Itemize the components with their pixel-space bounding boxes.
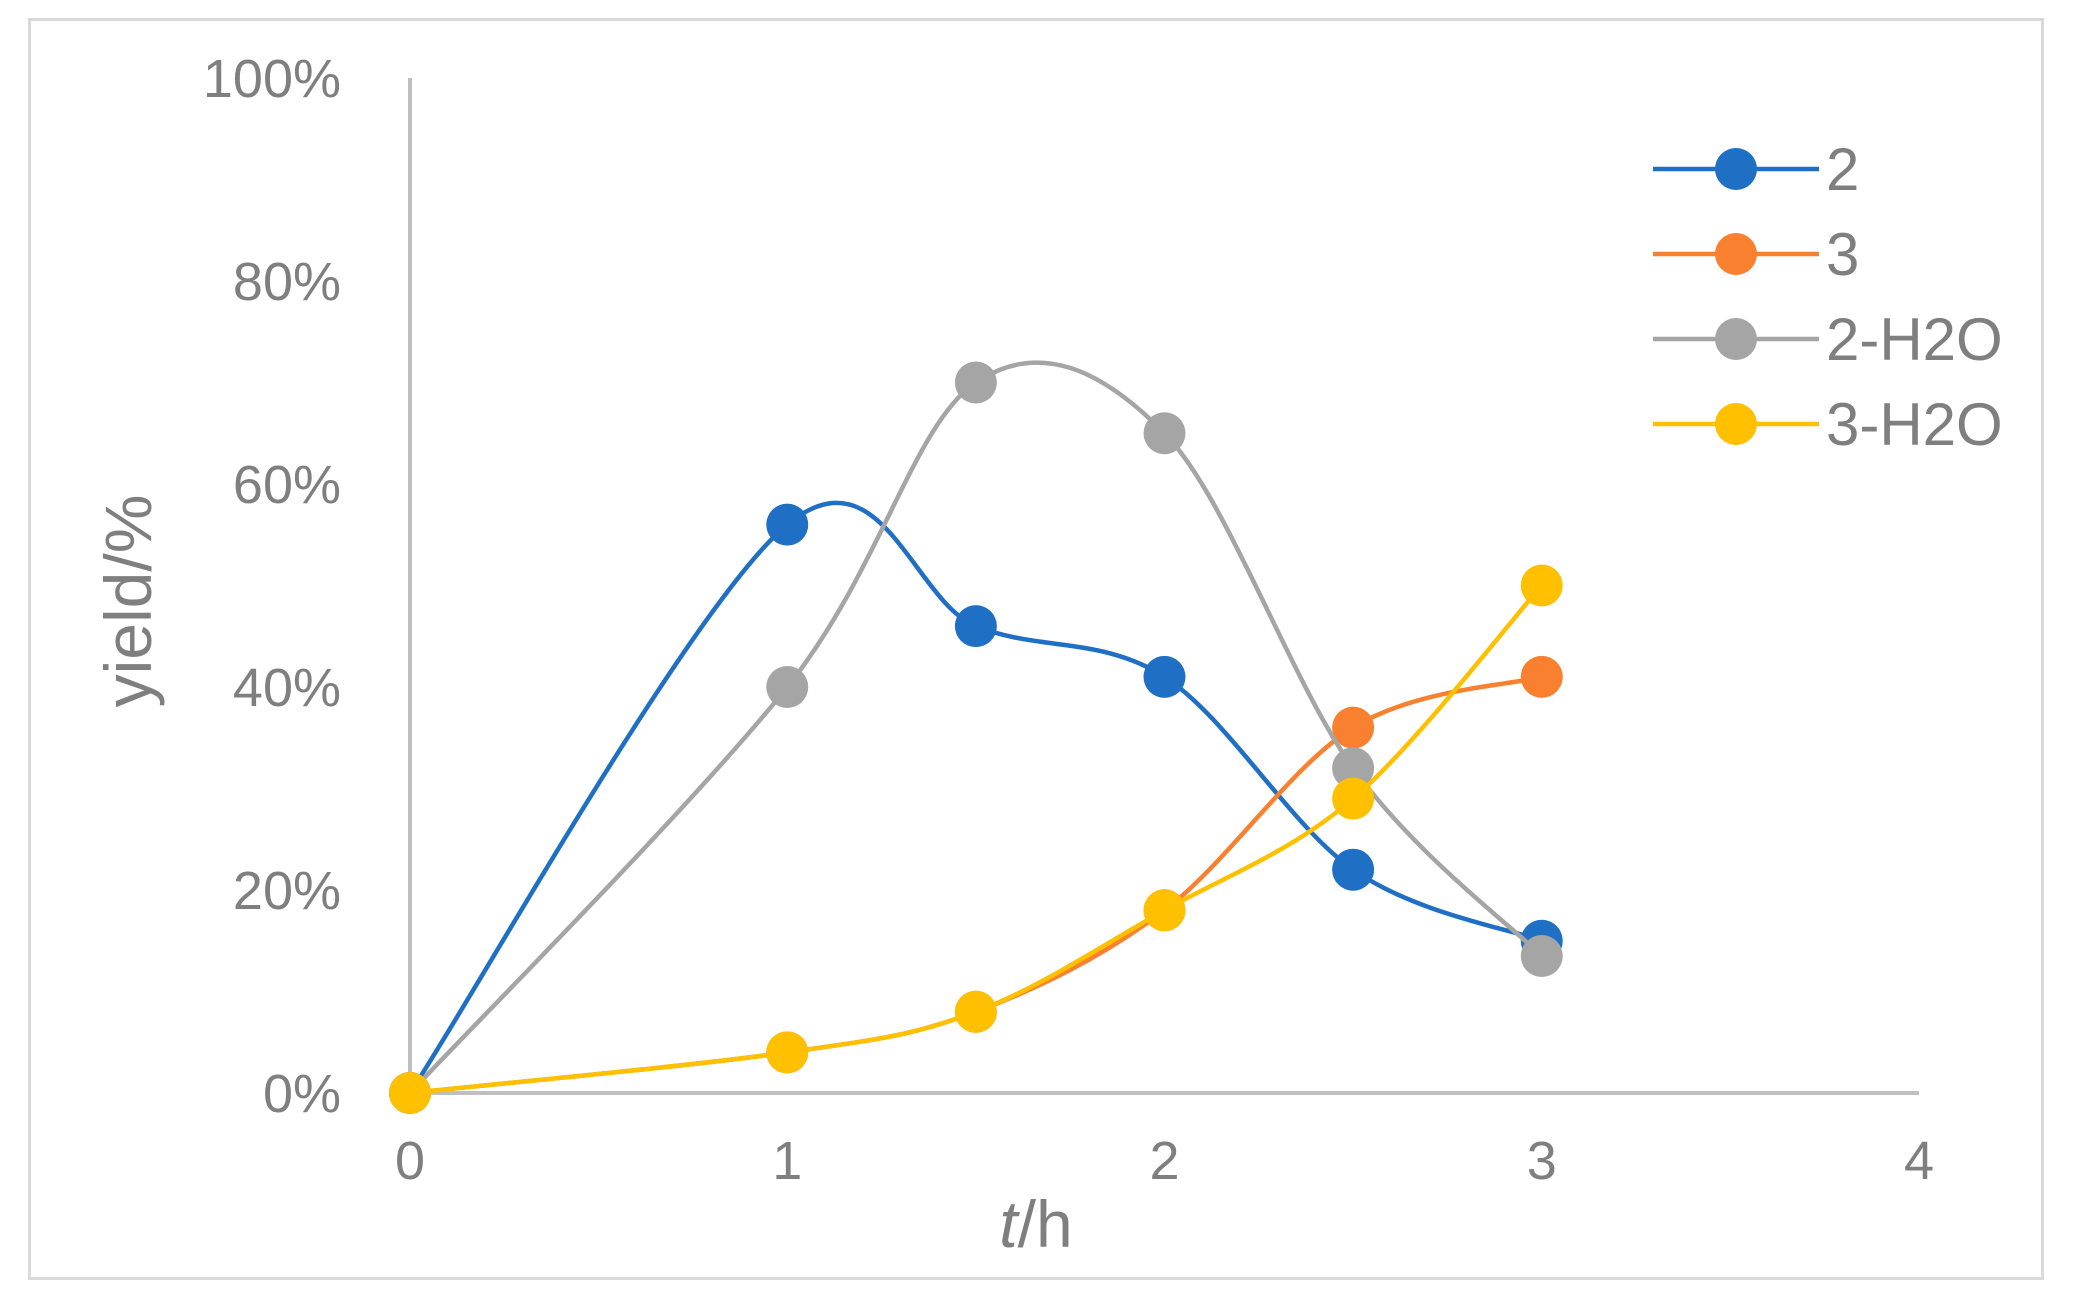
data-point bbox=[1520, 934, 1563, 977]
y-tick-label: 20% bbox=[233, 861, 341, 921]
x-tick-label: 1 bbox=[772, 1131, 802, 1191]
series-layer bbox=[389, 360, 1563, 1114]
data-point bbox=[766, 503, 809, 546]
data-point bbox=[1332, 706, 1375, 749]
data-point bbox=[1143, 655, 1186, 698]
series-3 bbox=[389, 655, 1563, 1114]
y-tick-label: 60% bbox=[233, 455, 341, 515]
line-chart: 0% 20% 40% 60% 80% 100% 0 1 2 3 4 2 3 2-H2O 3-H2O yie… bbox=[91, 49, 2003, 1261]
data-point bbox=[954, 990, 997, 1033]
legend-label: 3 bbox=[1826, 221, 1859, 288]
x-axis-title-italic: t bbox=[999, 1187, 1020, 1261]
chart-frame: 0% 20% 40% 60% 80% 100% 0 1 2 3 4 2 3 2-H2O 3-H2O yie… bbox=[28, 18, 2044, 1280]
legend: 2 3 2-H2O 3-H2O bbox=[1653, 136, 2003, 458]
series-3-H2O bbox=[389, 564, 1563, 1114]
x-tick-label: 3 bbox=[1527, 1131, 1557, 1191]
data-point bbox=[389, 1072, 431, 1114]
data-point bbox=[1520, 655, 1563, 698]
data-point bbox=[954, 605, 997, 648]
axes: 0% 20% 40% 60% 80% 100% 0 1 2 3 4 bbox=[203, 49, 1934, 1191]
legend-label: 2 bbox=[1826, 136, 1859, 203]
x-axis-title: t/h bbox=[999, 1187, 1072, 1261]
legend-item: 3-H2O bbox=[1653, 391, 2003, 458]
x-tick-label: 4 bbox=[1904, 1131, 1934, 1191]
legend-label: 3-H2O bbox=[1826, 391, 2003, 458]
y-tick-label: 100% bbox=[203, 49, 341, 109]
x-tick-label: 2 bbox=[1149, 1131, 1179, 1191]
data-point bbox=[1143, 412, 1186, 455]
legend-marker bbox=[1715, 148, 1757, 190]
data-point bbox=[766, 666, 809, 708]
data-point bbox=[954, 361, 997, 404]
legend-item: 2-H2O bbox=[1653, 306, 2003, 373]
legend-label: 2-H2O bbox=[1826, 306, 2003, 373]
legend-marker bbox=[1715, 318, 1757, 360]
data-point bbox=[1332, 848, 1375, 891]
legend-marker bbox=[1715, 403, 1757, 445]
y-tick-label: 80% bbox=[233, 252, 341, 312]
series-line bbox=[409, 584, 1544, 1096]
y-axis-title: yield/% bbox=[91, 495, 165, 708]
data-point bbox=[1520, 564, 1563, 607]
data-point bbox=[1332, 777, 1375, 820]
x-tick-label: 0 bbox=[395, 1131, 425, 1191]
data-point bbox=[1332, 747, 1375, 790]
x-axis-title-unit: /h bbox=[1018, 1187, 1073, 1261]
y-tick-label: 40% bbox=[233, 658, 341, 718]
data-point bbox=[766, 1031, 809, 1074]
y-tick-label: 0% bbox=[263, 1064, 341, 1124]
data-point bbox=[1143, 889, 1186, 932]
legend-item: 3 bbox=[1653, 221, 1859, 288]
legend-item: 2 bbox=[1653, 136, 1859, 203]
legend-marker bbox=[1715, 233, 1757, 275]
